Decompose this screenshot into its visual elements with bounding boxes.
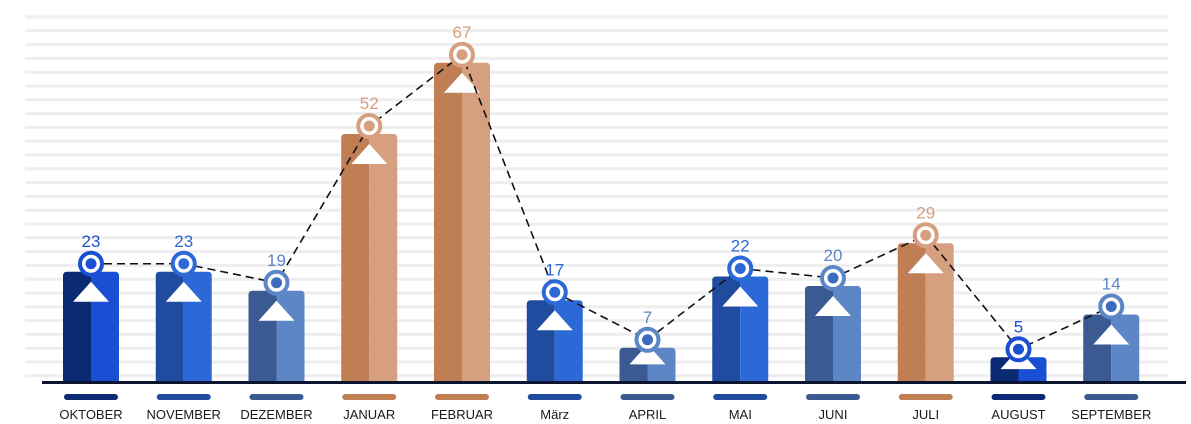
data-point-marker	[449, 41, 475, 68]
bar-left-face	[897, 243, 926, 381]
value-label: 22	[731, 237, 750, 256]
bars	[63, 62, 1140, 381]
triangle-icon	[73, 281, 109, 302]
bar-right-face	[369, 134, 398, 381]
data-point-marker	[263, 269, 290, 296]
bar-left-face	[1083, 314, 1112, 381]
gridlines	[25, 15, 1168, 378]
category-label: März	[540, 407, 569, 422]
value-label: 5	[1014, 317, 1023, 336]
data-point-marker	[541, 279, 568, 306]
data-point-marker	[1005, 336, 1032, 363]
x-axis-markers	[64, 394, 1139, 400]
x-tick-marker	[806, 394, 860, 400]
value-label: 67	[453, 23, 472, 42]
bar-right-face	[1111, 314, 1140, 381]
x-tick-marker	[249, 394, 304, 400]
bar-left-face	[248, 290, 277, 381]
x-tick-marker	[156, 394, 211, 400]
category-label: SEPTEMBER	[1071, 407, 1151, 422]
data-point-marker	[634, 326, 661, 353]
value-label: 23	[174, 232, 193, 251]
triangle-icon	[722, 286, 759, 307]
bar-right-face	[833, 286, 861, 381]
bar-left-face	[434, 62, 462, 381]
triangle-icon	[907, 253, 944, 274]
triangle-icon	[536, 310, 573, 331]
data-point-marker	[1098, 293, 1125, 320]
category-label: FEBRUAR	[431, 407, 493, 422]
bar	[712, 276, 769, 381]
triangle-icon	[1093, 324, 1130, 345]
value-label: 23	[82, 232, 101, 251]
category-label: OKTOBER	[59, 407, 122, 422]
category-label: JULI	[912, 407, 939, 422]
value-labels: 23 23 19 52 67 17 7 22 20 29 5 14	[82, 23, 1121, 337]
category-label: DEZEMBER	[240, 407, 312, 422]
bar	[1083, 314, 1140, 381]
bar	[805, 286, 861, 381]
x-tick-marker	[713, 394, 768, 400]
bar	[434, 62, 490, 381]
data-point-marker	[356, 113, 383, 139]
triangle-icon	[165, 281, 202, 302]
x-tick-marker	[342, 394, 397, 400]
triangle-icon	[351, 144, 388, 164]
value-label: 7	[643, 308, 652, 327]
triangle-icon	[629, 344, 666, 365]
x-tick-marker	[620, 394, 675, 400]
bar	[619, 344, 676, 381]
x-tick-marker	[435, 394, 489, 400]
x-tick-marker	[898, 394, 953, 400]
bar	[63, 271, 119, 381]
bar	[248, 290, 305, 381]
triangle-icon	[815, 296, 851, 316]
dashed-trend-line	[91, 53, 1112, 351]
data-point-marker	[727, 255, 754, 282]
data-point-marker	[78, 250, 104, 277]
triangle-icon	[258, 300, 295, 321]
bar-right-face	[276, 290, 305, 381]
data-point-marker	[820, 265, 846, 291]
bar	[526, 300, 583, 381]
x-tick-marker	[1084, 394, 1139, 400]
category-label: JUNI	[819, 407, 848, 422]
category-label: JANUAR	[343, 407, 395, 422]
bar-left-face	[526, 300, 555, 381]
value-label: 52	[360, 94, 379, 113]
value-label: 14	[1102, 275, 1121, 294]
value-label: 17	[545, 260, 564, 279]
x-axis-labels: OKTOBER NOVEMBER DEZEMBER JANUAR FEBRUAR März…	[59, 407, 1151, 422]
value-label: 20	[824, 246, 843, 265]
x-tick-marker	[991, 394, 1046, 400]
markers	[78, 41, 1125, 363]
bar	[897, 243, 954, 381]
bar-right-face	[925, 243, 954, 381]
bar-right-face	[462, 62, 490, 381]
category-label: MAI	[729, 407, 752, 422]
bar-left-face	[341, 134, 370, 381]
bar	[341, 134, 398, 381]
data-point-marker	[170, 250, 197, 277]
triangle-icon	[444, 72, 480, 93]
x-tick-marker	[64, 394, 118, 400]
bar	[155, 271, 212, 381]
value-label: 29	[916, 203, 935, 222]
x-tick-marker	[527, 394, 582, 400]
category-label: AUGUST	[991, 407, 1045, 422]
bar-left-face	[805, 286, 833, 381]
category-label: NOVEMBER	[147, 407, 221, 422]
category-label: APRIL	[629, 407, 667, 422]
value-label: 19	[267, 251, 286, 270]
bar-right-face	[554, 300, 583, 381]
data-point-marker	[912, 222, 939, 249]
trend-line	[91, 53, 1112, 351]
